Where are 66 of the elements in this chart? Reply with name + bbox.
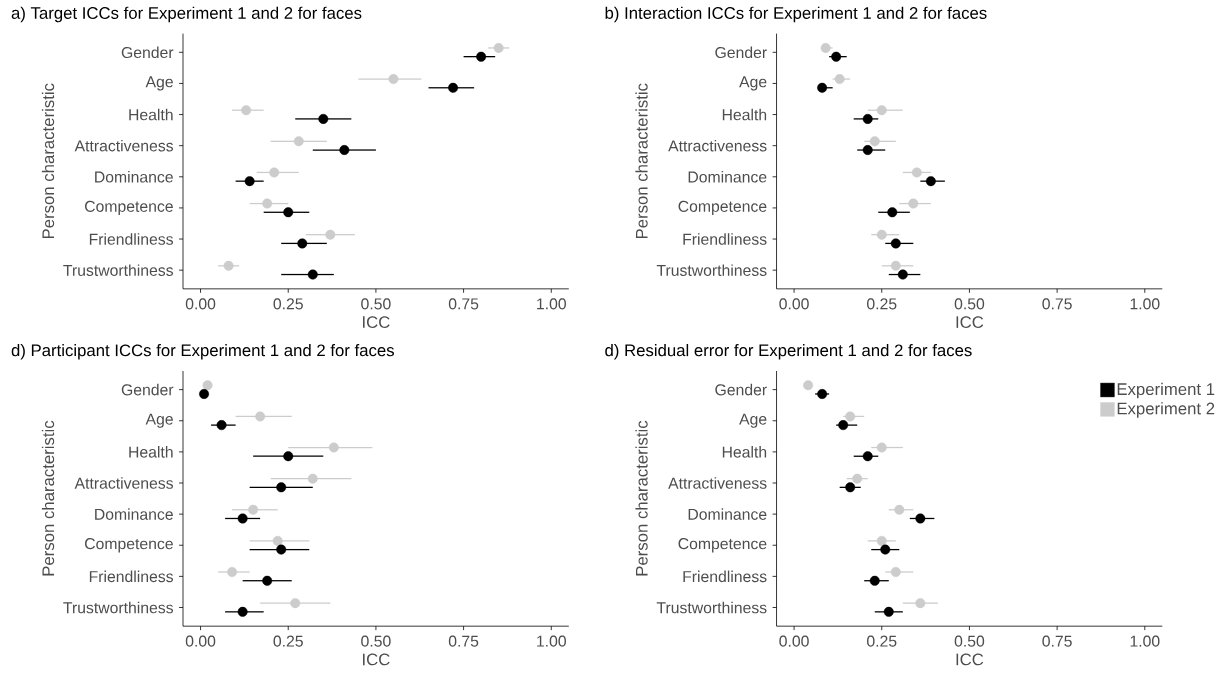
x-tick-label: 0.25 [867,298,897,310]
y-tick-label: Attractiveness [668,140,767,152]
x-tick-label: 0.75 [1042,635,1072,647]
y-tick-label: Competence [678,538,767,553]
x-tick-label: 0.75 [448,298,479,310]
y-tick-label: Gender [715,384,767,396]
x-tick-label: 0.00 [779,298,809,310]
x-tick-label: 0.00 [185,298,216,310]
y-tick-label: Age [145,76,173,91]
y-tick-label: Friendliness [683,233,767,246]
y-tick-label: Attractiveness [74,477,174,489]
y-tick-label: Attractiveness [668,477,767,489]
x-axis-title: ICC [956,653,984,666]
x-tick-label: 0.25 [273,635,303,647]
x-tick-label: 0.50 [954,298,985,310]
chart-title: d) Participant ICCs for Experiment 1 and 2 for faces [11,344,394,360]
y-tick-label: Attractiveness [74,140,174,152]
x-axis-title: ICC [363,653,390,666]
legend-label: Experiment 2 [1117,402,1215,418]
chart-title: b) Interaction ICCs for Experiment 1 and 2 for faces [605,6,987,23]
x-tick-label: 0.00 [779,635,809,647]
y-tick-label: Age [739,413,767,428]
y-tick-label: Health [129,446,173,458]
y-tick-label: Health [129,108,173,121]
y-tick-label: Competence [678,200,767,216]
x-tick-label: 1.00 [537,298,566,310]
y-axis-title: Person characteristic [41,83,55,239]
x-tick-label: 0.50 [954,635,985,647]
x-axis-title: ICC [956,316,984,329]
x-tick-label: 1.00 [537,635,566,647]
y-tick-label: Gender [121,384,174,396]
y-tick-label: Trustworthiness [656,264,767,277]
x-axis-title: ICC [363,316,390,329]
y-tick-label: Gender [121,46,174,59]
y-axis-title: Person characteristic [635,421,648,576]
y-tick-label: Trustworthiness [656,601,767,614]
x-tick-label: 0.25 [273,298,303,310]
y-tick-label: Gender [715,46,767,59]
y-tick-label: Friendliness [683,570,767,583]
y-tick-label: Age [739,76,767,91]
y-tick-label: Dominance [95,171,173,183]
y-axis-title: Person characteristic [635,83,648,239]
y-tick-label: Competence [85,200,173,216]
x-tick-label: 0.75 [448,635,479,647]
y-tick-label: Friendliness [89,570,174,583]
x-tick-label: 0.50 [361,298,391,310]
chart-title: d) Residual error for Experiment 1 and 2 for faces [605,344,972,360]
x-tick-label: 0.75 [1042,298,1072,310]
y-tick-label: Friendliness [89,233,174,246]
x-tick-label: 0.00 [185,635,216,647]
y-tick-label: Health [722,108,767,121]
y-tick-label: Trustworthiness [63,601,174,614]
x-tick-label: 0.25 [867,635,897,647]
y-tick-label: Competence [85,538,173,553]
x-tick-label: 1.00 [1130,635,1160,647]
chart-title: a) Target ICCs for Experiment 1 and 2 for faces [11,6,362,23]
x-tick-label: 0.50 [361,635,391,647]
y-tick-label: Age [145,413,173,428]
y-tick-label: Dominance [688,508,767,521]
y-tick-label: Trustworthiness [63,264,174,277]
legend-label: Experiment 1 [1117,382,1215,399]
y-tick-label: Dominance [688,171,767,183]
y-tick-label: Health [722,446,767,458]
x-tick-label: 1.00 [1130,298,1160,310]
y-axis-title: Person characteristic [41,421,55,576]
y-tick-label: Dominance [95,508,173,521]
